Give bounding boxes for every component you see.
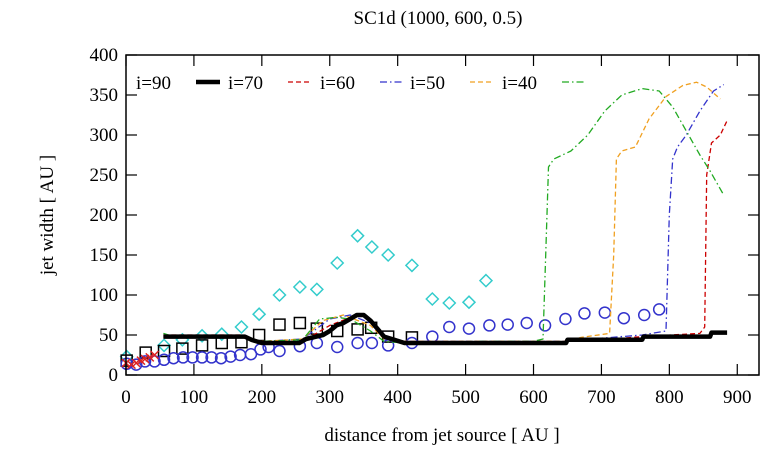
scatter-point-circle <box>157 353 171 367</box>
scatter-point-diamond <box>461 295 477 310</box>
scatter-point-circle <box>578 307 591 320</box>
scatter-point-square <box>351 323 364 336</box>
scatter-point-circle <box>501 318 514 331</box>
scatter-point-circle <box>214 351 228 365</box>
legend-label: i=40 <box>502 73 537 94</box>
scatter-point-diamond <box>272 287 287 303</box>
scatter-point-diamond <box>404 258 419 273</box>
scatter-point-square <box>273 318 286 331</box>
x-tick-label: 100 <box>180 387 209 408</box>
scatter-point-circle <box>483 319 496 332</box>
y-tick-label: 200 <box>90 205 119 226</box>
scatter-point-circle <box>351 336 364 350</box>
y-tick-label: 0 <box>109 365 119 386</box>
scatter-point-diamond <box>350 228 365 243</box>
series-line-i-50 <box>163 81 721 343</box>
scatter-point-cross <box>145 352 155 362</box>
y-axis-label: jet width [ AU ] <box>37 155 58 276</box>
scatter-point-diamond <box>292 279 307 295</box>
legend-label: i=60 <box>320 73 355 94</box>
y-tick-label: 350 <box>90 85 119 106</box>
scatter-point-circle <box>538 319 552 332</box>
y-tick-label: 100 <box>90 285 119 306</box>
x-axis-label: distance from jet source [ AU ] <box>324 425 559 446</box>
scatter-point-square <box>310 322 324 335</box>
scatter-point-circle <box>205 351 218 364</box>
scatter-point-circle <box>330 340 344 354</box>
scatter-point-circle <box>224 350 237 363</box>
x-tick-label: 600 <box>519 387 548 408</box>
scatter-point-cross <box>131 358 141 368</box>
scatter-point-square <box>157 344 171 358</box>
chart-title: SC1d (1000, 600, 0.5) <box>354 8 523 29</box>
series-line-i-90 <box>163 312 728 346</box>
scatter-point-circle <box>167 351 180 365</box>
y-tick-label: 250 <box>90 165 119 186</box>
scatter-point-circle <box>520 316 533 330</box>
scatter-point-diamond <box>442 295 457 311</box>
scatter-point-circle <box>617 311 631 325</box>
scatter-point-circle <box>365 336 379 350</box>
x-tick-label: 200 <box>248 387 277 408</box>
scatter-point-circle <box>273 344 286 358</box>
scatter-point-square <box>176 342 189 355</box>
scatter-point-diamond <box>364 239 379 255</box>
y-tick-label: 400 <box>90 45 119 66</box>
x-tick-label: 900 <box>723 387 752 408</box>
scatter-point-diamond <box>309 282 324 297</box>
legend-label: i=50 <box>410 73 445 94</box>
scatter-point-circle <box>652 303 666 316</box>
scatter-point-circle <box>637 308 651 322</box>
x-tick-label: 700 <box>587 387 616 408</box>
scatter-point-circle <box>195 351 209 364</box>
scatter-point-circle <box>426 330 439 343</box>
scatter-point-diamond <box>330 255 345 271</box>
y-tick-label: 50 <box>99 325 118 346</box>
legend: i=90 i=70 i=60 i=50 i=40 <box>136 73 586 94</box>
y-tick-label: 150 <box>90 245 119 266</box>
scatter-point-square <box>293 316 307 330</box>
legend-label: i=90 <box>136 73 171 94</box>
scatter-point-cross <box>149 350 160 360</box>
scatter-point-diamond <box>425 291 440 307</box>
x-tick-label: 500 <box>451 387 480 408</box>
plot-area: 0 100 200 300 400 500 600 700 800 900 0 50 100 150 200… <box>90 45 760 408</box>
scatter-point-diamond <box>156 338 172 353</box>
scatter-point-circle <box>462 322 476 335</box>
scatter-point-circle <box>186 351 199 364</box>
scatter-point-diamond <box>478 273 494 288</box>
scatter-point-circle <box>598 306 612 319</box>
x-tick-label: 800 <box>655 387 684 408</box>
scatter-point-diamond <box>195 328 210 343</box>
scatter-point-square <box>195 339 209 352</box>
legend-label: i=70 <box>228 73 263 94</box>
scatter-point-circle <box>443 320 456 334</box>
plot-frame <box>125 54 760 376</box>
x-tick-label: 300 <box>316 387 345 408</box>
x-tick-label: 400 <box>383 387 412 408</box>
series-line-i-40 <box>163 87 725 344</box>
series-line-i-70 <box>163 120 728 343</box>
y-tick-label: 300 <box>90 125 119 146</box>
scatter-point-circle <box>559 312 572 326</box>
x-tick-label: 0 <box>121 387 131 408</box>
scatter-point-diamond <box>234 319 249 335</box>
scatter-point-circle <box>176 351 190 364</box>
scatter-point-diamond <box>252 307 267 322</box>
scatter-point-circle <box>244 347 258 361</box>
scatter-point-diamond <box>381 247 396 263</box>
scatter-point-diamond <box>214 327 229 342</box>
